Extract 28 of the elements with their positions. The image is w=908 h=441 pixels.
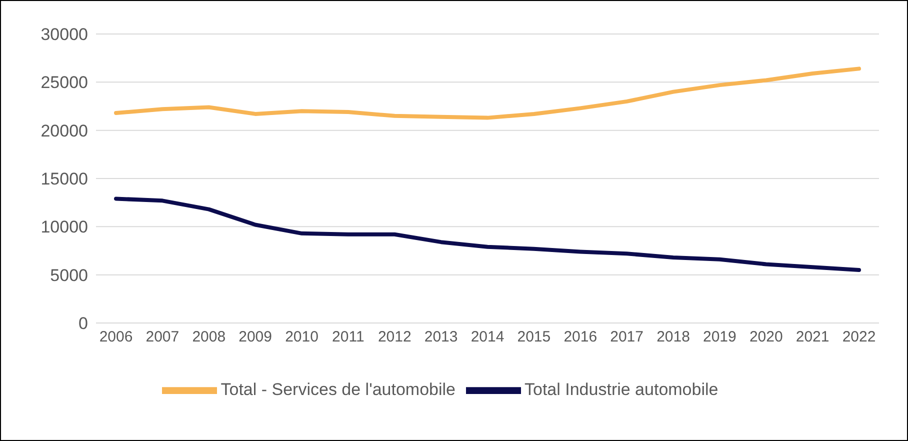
y-tick-label: 15000	[40, 170, 88, 189]
x-tick-label: 2017	[610, 328, 644, 346]
x-tick-label: 2014	[470, 328, 504, 346]
x-tick-label: 2016	[564, 328, 598, 346]
x-tick-label: 2015	[517, 328, 551, 346]
x-tick-label: 2018	[656, 328, 690, 346]
x-tick-label: 2013	[424, 328, 458, 346]
x-tick-label: 2009	[238, 328, 272, 346]
x-tick-label: 2021	[796, 328, 830, 346]
x-tick-label: 2010	[285, 328, 318, 346]
x-tick-label: 2012	[378, 328, 412, 346]
y-tick-label: 5000	[50, 266, 88, 285]
x-tick-label: 2008	[192, 328, 226, 346]
x-tick-label: 2020	[749, 328, 783, 346]
x-tick-label: 2007	[146, 328, 180, 346]
line-series	[114, 66, 861, 120]
y-tick-label: 25000	[40, 73, 88, 92]
legend-label: Total - Services de l'automobile	[220, 380, 456, 399]
y-tick-label: 20000	[40, 121, 88, 140]
y-tick-label: 10000	[40, 218, 88, 237]
x-tick-label: 2022	[842, 328, 876, 346]
x-tick-label: 2011	[332, 328, 364, 346]
y-tick-label: 30000	[40, 25, 88, 44]
x-tick-label: 2006	[99, 328, 133, 346]
y-tick-label: 0	[78, 314, 88, 334]
x-tick-label: 2019	[703, 328, 736, 346]
legend-label: Total Industrie automobile	[524, 380, 718, 399]
line-series	[114, 196, 861, 272]
